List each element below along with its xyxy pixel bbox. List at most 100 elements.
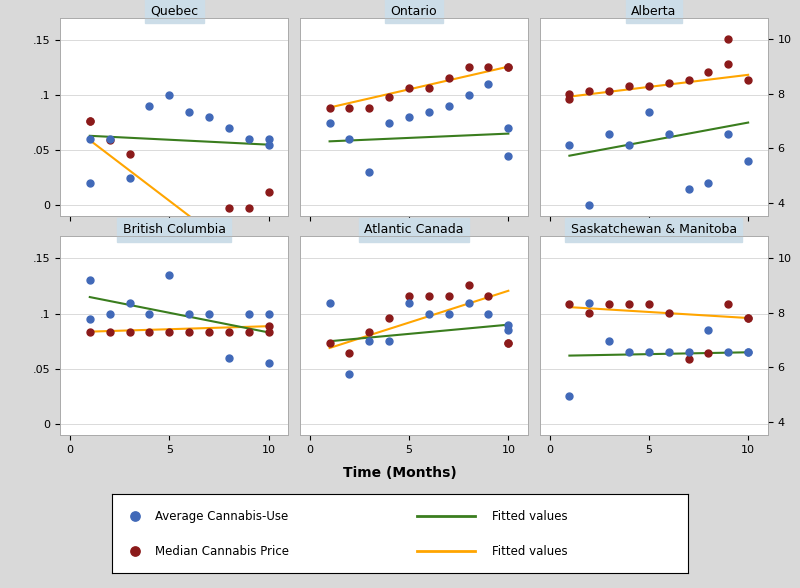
Point bbox=[742, 348, 754, 357]
Point bbox=[363, 327, 376, 336]
Point bbox=[402, 292, 415, 301]
Point bbox=[262, 187, 275, 196]
Point bbox=[262, 322, 275, 331]
Point bbox=[563, 140, 576, 149]
Text: Median Cannabis Price: Median Cannabis Price bbox=[155, 544, 290, 557]
Point bbox=[343, 103, 356, 112]
Point bbox=[462, 62, 475, 71]
Point bbox=[163, 327, 176, 336]
Point bbox=[702, 179, 715, 188]
Point bbox=[502, 62, 514, 71]
Point bbox=[563, 95, 576, 104]
Point bbox=[83, 179, 96, 188]
Point bbox=[583, 86, 596, 96]
Point bbox=[182, 266, 195, 276]
Point bbox=[163, 90, 176, 99]
Point bbox=[323, 338, 336, 348]
Point bbox=[642, 81, 655, 91]
Point bbox=[222, 123, 235, 133]
Point bbox=[742, 156, 754, 166]
Point bbox=[143, 228, 156, 238]
Point bbox=[682, 348, 695, 357]
Point bbox=[83, 315, 96, 324]
Point bbox=[722, 348, 734, 357]
Point bbox=[502, 326, 514, 335]
Point bbox=[83, 116, 96, 126]
Point bbox=[662, 129, 675, 138]
Point bbox=[83, 116, 96, 126]
Point bbox=[262, 140, 275, 149]
Point bbox=[363, 103, 376, 112]
Point bbox=[123, 327, 136, 336]
Point bbox=[382, 92, 395, 101]
Point bbox=[343, 135, 356, 144]
Point bbox=[343, 370, 356, 379]
Point bbox=[662, 308, 675, 318]
Point bbox=[622, 81, 635, 91]
Point bbox=[222, 353, 235, 363]
Point bbox=[163, 270, 176, 280]
Point bbox=[482, 79, 495, 89]
Point bbox=[462, 280, 475, 290]
Point bbox=[722, 129, 734, 138]
Point bbox=[622, 300, 635, 309]
Point bbox=[422, 292, 435, 301]
Point bbox=[622, 348, 635, 357]
Title: Atlantic Canada: Atlantic Canada bbox=[364, 223, 464, 236]
Text: Fitted values: Fitted values bbox=[492, 544, 568, 557]
Point bbox=[502, 62, 514, 71]
Point bbox=[242, 327, 255, 336]
Point bbox=[583, 298, 596, 308]
Point bbox=[202, 266, 215, 276]
Point bbox=[129, 546, 142, 556]
Point bbox=[382, 336, 395, 346]
Point bbox=[563, 300, 576, 309]
Point bbox=[242, 135, 255, 144]
Text: Average Cannabis-Use: Average Cannabis-Use bbox=[155, 510, 289, 523]
Point bbox=[129, 512, 142, 521]
Point bbox=[502, 338, 514, 348]
Point bbox=[702, 68, 715, 77]
Point bbox=[563, 392, 576, 401]
Point bbox=[602, 336, 615, 346]
Point bbox=[363, 168, 376, 177]
Point bbox=[442, 73, 455, 82]
Point bbox=[262, 327, 275, 336]
Point bbox=[482, 309, 495, 318]
Point bbox=[642, 300, 655, 309]
Point bbox=[602, 300, 615, 309]
Point bbox=[742, 76, 754, 85]
Point bbox=[103, 327, 116, 336]
Point bbox=[502, 338, 514, 348]
Point bbox=[622, 140, 635, 149]
Point bbox=[242, 203, 255, 213]
Point bbox=[482, 62, 495, 71]
Point bbox=[563, 89, 576, 99]
Point bbox=[202, 112, 215, 122]
Point bbox=[382, 118, 395, 127]
Point bbox=[583, 201, 596, 210]
Title: Alberta: Alberta bbox=[631, 5, 677, 18]
Point bbox=[702, 349, 715, 358]
Point bbox=[482, 292, 495, 301]
Point bbox=[502, 320, 514, 329]
Point bbox=[123, 173, 136, 182]
Point bbox=[402, 298, 415, 308]
Point bbox=[103, 135, 116, 144]
Point bbox=[163, 260, 176, 270]
Point bbox=[202, 327, 215, 336]
Point bbox=[742, 313, 754, 323]
Point bbox=[343, 349, 356, 358]
Point bbox=[422, 107, 435, 116]
Point bbox=[222, 327, 235, 336]
Point bbox=[103, 309, 116, 318]
Text: Fitted values: Fitted values bbox=[492, 510, 568, 523]
Point bbox=[662, 78, 675, 88]
Point bbox=[602, 129, 615, 138]
Point bbox=[402, 83, 415, 93]
Point bbox=[323, 103, 336, 112]
Point bbox=[143, 327, 156, 336]
Point bbox=[382, 313, 395, 323]
Title: Saskatchewan & Manitoba: Saskatchewan & Manitoba bbox=[570, 223, 737, 236]
Point bbox=[83, 327, 96, 336]
